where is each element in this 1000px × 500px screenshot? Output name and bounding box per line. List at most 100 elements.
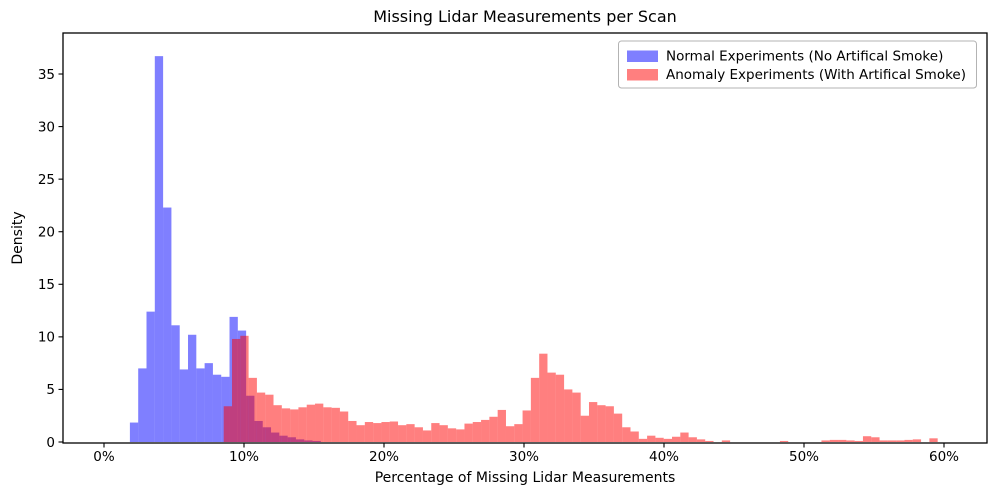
y-tick-label: 35: [38, 67, 55, 83]
histogram-bar: [273, 405, 282, 442]
histogram-bar: [212, 374, 222, 442]
histogram-bar: [431, 423, 440, 442]
histogram-bar: [248, 377, 257, 442]
histogram-bar: [821, 440, 830, 442]
plot-border: [62, 32, 988, 444]
histogram-bar: [481, 419, 490, 442]
histogram-bar: [904, 439, 913, 442]
histogram-bar: [179, 369, 189, 442]
histogram-bar: [829, 439, 839, 442]
histogram-bar: [290, 409, 299, 442]
histogram-bar: [232, 338, 241, 442]
histogram-bar: [688, 437, 697, 442]
histogram-bar: [672, 436, 681, 442]
histogram-bar: [414, 427, 423, 442]
histogram-bar: [846, 440, 855, 442]
x-tick-label: 30%: [509, 449, 539, 465]
histogram-bar: [439, 425, 448, 442]
histogram-bar: [298, 407, 307, 442]
x-tick-label: 0%: [93, 449, 115, 465]
x-tick-label: 60%: [929, 449, 959, 465]
histogram-bar: [315, 403, 324, 442]
x-tick-label: 10%: [229, 449, 259, 465]
histogram-bar: [854, 440, 863, 442]
histogram-bar: [364, 422, 374, 442]
histogram-bar: [929, 438, 938, 442]
histogram-bar: [323, 407, 332, 442]
histogram-bar: [331, 407, 340, 442]
histogram-bars: [129, 56, 938, 442]
x-tick-label: 20%: [369, 449, 399, 465]
histogram-bar: [663, 438, 673, 442]
histogram-bar: [464, 423, 473, 442]
histogram-bar: [505, 426, 515, 442]
histogram-bar: [597, 405, 606, 442]
histogram-bar: [522, 410, 531, 442]
histogram-bar: [655, 437, 664, 442]
histogram-bar: [381, 422, 390, 442]
histogram-bar: [696, 439, 706, 442]
histogram-bar: [456, 429, 465, 442]
y-tick-label: 25: [38, 172, 55, 188]
histogram-bar: [422, 430, 432, 442]
legend-swatch-anomaly: [627, 69, 658, 81]
histogram-bar: [879, 440, 888, 442]
histogram-bar: [497, 409, 506, 442]
histogram-bar: [580, 415, 589, 442]
histogram-bar: [389, 421, 399, 442]
histogram-bar: [472, 422, 482, 442]
histogram-bar: [514, 424, 523, 442]
histogram-bar: [630, 431, 639, 442]
histogram-bar: [373, 423, 382, 442]
histogram-bar: [638, 438, 648, 442]
histogram-bar: [356, 425, 365, 442]
histogram-bar: [555, 374, 565, 442]
histogram-bar: [256, 392, 266, 442]
histogram-bar: [348, 420, 357, 442]
y-tick-label: 5: [46, 382, 55, 398]
legend-label-normal: Normal Experiments (No Artifical Smoke): [666, 49, 943, 65]
histogram-bar: [489, 416, 498, 442]
y-tick-label: 20: [38, 225, 55, 241]
legend-swatch-normal: [627, 50, 658, 62]
histogram-bar: [539, 353, 548, 442]
x-tick-label: 40%: [649, 449, 679, 465]
histogram-bar: [281, 408, 291, 442]
histogram-bar: [613, 413, 623, 442]
histogram-bar: [406, 424, 415, 442]
y-tick-label: 15: [38, 277, 55, 293]
histogram-bar: [680, 432, 689, 442]
y-tick-label: 10: [38, 330, 55, 346]
histogram-bar: [887, 440, 897, 442]
histogram-bar: [447, 428, 457, 442]
histogram-bar: [862, 436, 872, 442]
histogram-bar: [306, 404, 316, 442]
histogram-bar: [196, 368, 205, 442]
histogram-bar: [223, 406, 232, 442]
histogram-bar: [572, 392, 581, 442]
histogram-bar: [530, 377, 540, 442]
histogram-bar: [339, 411, 349, 442]
axis-ticks: 0% 10% 20% 30% 40% 50% 60% 0 5 10 15 20 25 30 35: [38, 67, 959, 465]
histogram-bar: [188, 334, 197, 442]
histogram-bar: [146, 311, 155, 442]
histogram-bar: [154, 56, 164, 442]
histogram-bar: [779, 440, 789, 442]
series-anomaly: [223, 335, 938, 442]
y-axis-label: Density: [10, 211, 26, 264]
histogram-bar: [912, 439, 922, 442]
x-tick-label: 50%: [789, 449, 819, 465]
legend: Normal Experiments (No Artifical Smoke) …: [618, 40, 977, 89]
histogram-bar: [622, 427, 631, 442]
histogram-bar: [871, 437, 880, 442]
histogram-bar: [605, 406, 614, 442]
histogram-bar: [265, 394, 274, 442]
legend-label-anomaly: Anomaly Experiments (With Artifical Smok…: [666, 67, 966, 83]
histogram-bar: [129, 422, 139, 442]
histogram-bar: [398, 425, 407, 442]
histogram-bar: [647, 435, 656, 442]
histogram-bar: [705, 440, 714, 442]
legend-box: [618, 40, 977, 89]
histogram-bar: [564, 389, 573, 442]
